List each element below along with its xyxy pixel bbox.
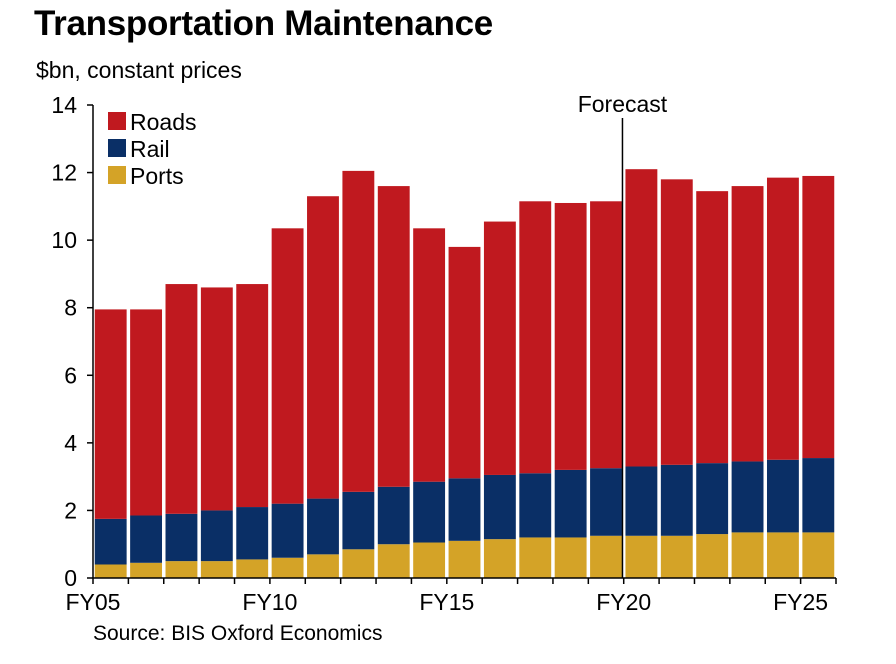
bar-rail-fy15 [448, 478, 481, 541]
bar-rail-fy25 [802, 458, 835, 533]
bar-ports-fy22 [696, 534, 729, 578]
bar-roads-fy16 [483, 221, 516, 475]
bar-roads-fy12 [342, 170, 375, 492]
bar-roads-fy13 [377, 186, 410, 487]
bar-roads-fy07 [165, 284, 198, 514]
bar-roads-fy08 [200, 287, 233, 511]
bar-ports-fy13 [377, 544, 410, 578]
bar-roads-fy05 [94, 309, 127, 519]
bar-rail-fy19 [590, 468, 622, 536]
bar-ports-fy12 [342, 549, 375, 578]
legend-swatch-rail [108, 139, 126, 157]
x-tick-label: FY15 [419, 589, 474, 615]
source-note: Source: BIS Oxford Economics [93, 622, 383, 645]
x-tick-label: FY10 [242, 589, 297, 615]
bar-rail-fy05 [94, 518, 127, 565]
bar-ports-fy19 [590, 535, 622, 578]
bars-group [94, 169, 835, 578]
legend-label-roads: Roads [130, 109, 196, 135]
bar-ports-fy23 [731, 532, 764, 578]
bar-roads-fy25 [802, 175, 835, 459]
bar-rail-fy20 [625, 466, 658, 536]
bar-roads-fy22 [696, 191, 729, 464]
bar-rail-fy21 [660, 464, 693, 536]
bar-roads-fy17 [519, 201, 552, 474]
bar-roads-fy20 [625, 169, 658, 467]
bar-rail-fy24 [766, 459, 799, 533]
bar-rail-fy11 [307, 498, 339, 555]
bar-roads-fy09 [236, 284, 269, 508]
axes-group: 0 2 4 6 8 10 12 14 FY05 FY10 FY15 FY20 FY25 [51, 92, 837, 615]
bar-rail-fy10 [271, 503, 304, 558]
bar-ports-fy09 [236, 559, 269, 578]
y-tick-label: 14 [51, 92, 77, 118]
bar-rail-fy13 [377, 486, 410, 545]
bar-rail-fy18 [554, 469, 587, 538]
bar-ports-fy07 [165, 561, 198, 578]
chart-title: Transportation Maintenance [34, 4, 493, 43]
bar-ports-fy16 [483, 539, 516, 578]
bar-roads-fy24 [766, 177, 799, 460]
bar-ports-fy06 [130, 562, 163, 578]
bar-rail-fy12 [342, 491, 375, 550]
legend-swatch-ports [108, 166, 126, 184]
y-tick-label: 4 [64, 430, 77, 456]
bar-ports-fy10 [271, 557, 304, 578]
y-tick-label: 2 [64, 497, 77, 523]
bar-ports-fy21 [660, 535, 693, 578]
y-tick-label: 10 [51, 227, 77, 253]
legend-label-ports: Ports [130, 163, 184, 189]
bar-roads-fy21 [660, 179, 693, 465]
bar-ports-fy20 [625, 535, 658, 578]
x-tick-label: FY05 [66, 589, 121, 615]
bar-rail-fy23 [731, 461, 764, 533]
bar-ports-fy15 [448, 540, 481, 578]
bar-ports-fy11 [307, 554, 339, 578]
bar-rail-fy06 [130, 515, 163, 563]
bar-ports-fy18 [554, 537, 587, 578]
bar-ports-fy17 [519, 537, 552, 578]
bar-roads-fy23 [731, 186, 764, 462]
bar-rail-fy22 [696, 463, 729, 535]
bar-rail-fy14 [413, 481, 446, 543]
y-tick-label: 0 [64, 565, 77, 591]
forecast-label: Forecast [578, 91, 668, 117]
bar-roads-fy15 [448, 246, 481, 479]
bar-rail-fy07 [165, 513, 198, 562]
bar-ports-fy25 [802, 532, 835, 578]
legend-swatch-roads [108, 112, 126, 130]
forecast-annotation: Forecast [578, 91, 668, 578]
y-tick-label: 6 [64, 362, 77, 388]
bar-rail-fy09 [236, 507, 269, 560]
bar-roads-fy18 [554, 202, 587, 470]
bar-rail-fy16 [483, 474, 516, 540]
x-tick-label: FY20 [596, 589, 651, 615]
bar-ports-fy05 [94, 564, 127, 578]
y-tick-label: 12 [51, 160, 77, 186]
bar-roads-fy14 [413, 228, 446, 482]
chart-subtitle: $bn, constant prices [36, 57, 242, 83]
bar-rail-fy17 [519, 473, 552, 538]
x-tick-label: FY25 [773, 589, 828, 615]
bar-roads-fy10 [271, 228, 304, 504]
bar-rail-fy08 [200, 510, 233, 562]
bar-roads-fy06 [130, 309, 163, 516]
bar-roads-fy19 [590, 201, 622, 469]
bar-roads-fy11 [307, 196, 339, 499]
legend-label-rail: Rail [130, 136, 170, 162]
y-tick-label: 8 [64, 295, 77, 321]
bar-ports-fy14 [413, 542, 446, 578]
bar-ports-fy24 [766, 532, 799, 578]
bar-ports-fy08 [200, 561, 233, 578]
